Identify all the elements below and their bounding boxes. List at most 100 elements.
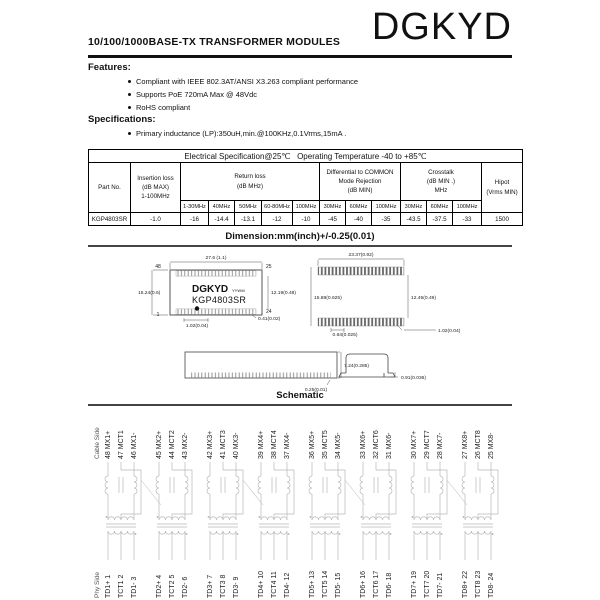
top-pin-label: 41 MCT3: [220, 430, 227, 459]
feature-text: Compliant with IEEE 802.3AT/ANSI X3.263 …: [136, 77, 359, 86]
subheader-cell: 60MHz: [345, 200, 372, 213]
brand-logo: DGKYD: [371, 6, 512, 48]
cable-side-label: Cable Side: [94, 427, 101, 459]
value-cell: -43.5: [400, 212, 427, 226]
value-cell: -37.5: [426, 212, 453, 226]
bottom-pin-label: TD2+ 4: [156, 575, 163, 598]
bullet-icon: [128, 80, 131, 83]
subheader-cell: 50MHz: [234, 200, 262, 213]
header-line: (dB MHz): [236, 182, 264, 190]
bottom-pin-label: TD6- 18: [386, 573, 393, 598]
dim-pkg-pin-width: 0.41(0.02): [258, 316, 281, 322]
bottom-pin-label: TCT8 23: [475, 571, 482, 598]
channel-schematic: [104, 461, 142, 561]
header-line: 1-100MHz: [141, 193, 170, 201]
channel-schematic: [155, 461, 193, 561]
bottom-pin-label: TCT1 2: [118, 575, 125, 598]
top-pin-label: 42 MX3+: [207, 431, 214, 459]
table-row: KGP4803SR -1.0 -16 -14.4 -13.1 -12 -10 -…: [88, 212, 524, 226]
center-tap-routing: [140, 479, 468, 506]
dimension-heading: Dimension:mm(inch)+/-0.25(0.01): [225, 231, 375, 242]
dim-pkg-left-height: 15.24(0.6): [138, 290, 161, 296]
col-part-no: Part No.: [88, 162, 131, 213]
header-line: Crosstalk: [428, 168, 454, 176]
bottom-pin-label: TCT7 20: [424, 571, 431, 598]
land-pattern-view: 23.37(0.92) 15.88(0.625) 12.45(0.49) 0.6…: [310, 252, 461, 338]
bottom-pin-label: TCT6 17: [373, 571, 380, 598]
feature-item: Supports PoE 720mA Max @ 48Vdc: [128, 90, 257, 99]
col-hipot: Hipot (Vrms MIN): [480, 162, 524, 213]
bottom-pin-label: TCT2 5: [169, 575, 176, 598]
channel-schematic: [359, 461, 397, 561]
page-title: 10/100/1000BASE-TX TRANSFORMER MODULES: [88, 36, 341, 48]
header-line: MHz: [434, 187, 448, 195]
electrical-spec-table: Electrical Specification@25℃ Operating T…: [87, 149, 524, 226]
header-line: (dB MAX): [142, 183, 169, 191]
features-heading: Features:: [88, 62, 131, 73]
header-line: Return loss: [234, 173, 266, 181]
top-pin-label: 34 MX5-: [335, 432, 342, 459]
top-pin-label: 30 MX7+: [411, 431, 418, 459]
channel-schematic: [257, 461, 295, 561]
subheader-cell: 60MHz: [426, 200, 453, 213]
subheader-cell: 100MHz: [452, 200, 482, 213]
bullet-icon: [128, 106, 131, 109]
bottom-pin-label: TD5+ 13: [309, 571, 316, 598]
value-cell: 1500: [480, 212, 524, 226]
channel-schematic: [206, 461, 244, 561]
value-cell: -40: [345, 212, 372, 226]
value-cell: -16: [180, 212, 209, 226]
header-line: Insertion loss: [137, 174, 174, 182]
pin-25-label: 25: [266, 264, 272, 270]
top-pin-label: 28 MX7-: [437, 432, 444, 459]
value-cell: -12: [261, 212, 293, 226]
bottom-pin-label: TD7+ 19: [411, 571, 418, 598]
dim-pad-left-height: 15.88(0.625): [314, 295, 342, 301]
top-pin-label: 40 MX3-: [233, 432, 240, 459]
bottom-pin-label: TD7- 21: [437, 573, 444, 598]
header-line: Differential to COMMON: [326, 168, 394, 176]
channel-schematic: [410, 461, 448, 561]
bottom-pin-label: TCT3 8: [220, 575, 227, 598]
subheader-row: 1-30MHz 40MHz 50MHz 60-80MHz 100MHz 30MH…: [89, 200, 523, 213]
marking-datecode: YYWW: [232, 288, 245, 293]
bullet-icon: [128, 132, 131, 135]
value-cell: -13.1: [234, 212, 262, 226]
bottom-pin-label: TD1- 3: [131, 577, 138, 599]
col-dcmr: Differential to COMMON Mode Rejection (d…: [319, 162, 401, 201]
schematic-rule: [88, 404, 512, 406]
part-number-cell: KGP4803SR: [88, 212, 131, 226]
value-cell: -45: [319, 212, 346, 226]
bottom-pin-label: TD8- 24: [488, 573, 495, 598]
dim-pkg-width: 27.6 (1.1): [206, 255, 227, 261]
header-rule: [88, 55, 512, 58]
subheader-cell: 100MHz: [371, 200, 401, 213]
value-cell: -1.0: [130, 212, 181, 226]
value-cell: -33: [452, 212, 482, 226]
subheader-cell: 40MHz: [208, 200, 235, 213]
top-pin-label: 26 MCT8: [475, 430, 482, 459]
dim-end-lead: 0.91(0.036): [401, 375, 426, 381]
bottom-pin-label: TD6+ 16: [360, 571, 367, 598]
top-pin-label: 38 MCT4: [271, 430, 278, 459]
pin1-dot: [194, 306, 200, 311]
end-view: 0.91(0.036): [338, 353, 426, 381]
value-cell: -35: [371, 212, 401, 226]
dimension-drawings: 27.6 (1.1) 48 15.24(0.6) 1 25 12.19(0.48…: [138, 252, 461, 393]
schematic-diagram: Cable Side Phy Side 48 MX1+ 47 MCT1 46 M…: [94, 427, 499, 599]
package-top-view: 27.6 (1.1) 48 15.24(0.6) 1 25 12.19(0.48…: [138, 255, 296, 329]
bottom-pin-label: TD8+ 22: [462, 571, 469, 598]
bottom-pin-label: TD3- 9: [233, 577, 240, 599]
dim-pad-right-height: 12.45(0.49): [411, 295, 436, 301]
col-return-loss: Return loss (dB MHz): [180, 162, 320, 201]
top-pin-label: 33 MX6+: [360, 431, 367, 459]
subheader-cell: 1-30MHz: [180, 200, 209, 213]
bottom-pin-label: TCT5 14: [322, 571, 329, 598]
feature-text: Supports PoE 720mA Max @ 48Vdc: [136, 90, 258, 99]
dim-side-height: 7.24(0.285): [344, 363, 369, 369]
subheader-cell: 60-80MHz: [261, 200, 293, 213]
header-line: (dB MIN .): [426, 177, 456, 185]
dim-pad-pitch: 1.02(0.04): [438, 328, 461, 334]
marking-part-number: KGP4803SR: [192, 295, 246, 305]
